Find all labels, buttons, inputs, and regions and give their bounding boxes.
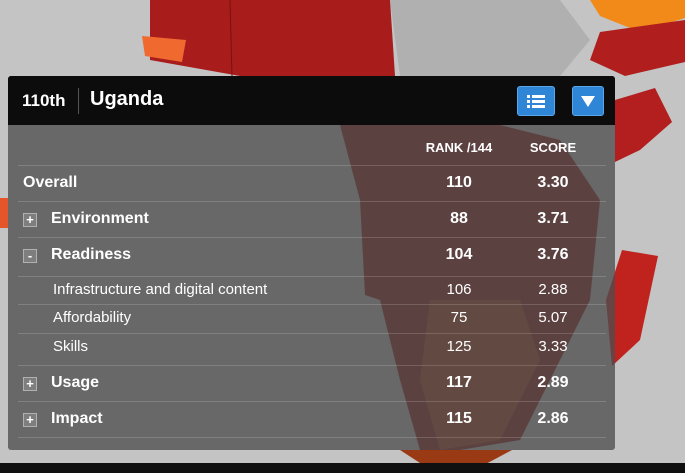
row-label[interactable]: Usage <box>51 374 100 391</box>
panel-header: 110th Uganda <box>8 76 615 125</box>
score-value: 3.30 <box>537 174 569 191</box>
expand-toggle[interactable]: + <box>23 377 37 391</box>
row-separator <box>18 365 606 366</box>
country-rank: 110th <box>22 91 66 110</box>
rank-value: 125 <box>446 338 472 355</box>
score-value: 3.33 <box>538 338 568 355</box>
expand-toggle[interactable]: + <box>23 213 37 227</box>
score-value: 2.89 <box>537 374 569 391</box>
row-label[interactable]: Environment <box>51 210 149 227</box>
row-separator <box>18 165 606 166</box>
rank-value: 88 <box>450 210 468 227</box>
score-value: 2.88 <box>538 281 568 298</box>
rank-value: 106 <box>446 281 472 298</box>
score-value: 3.76 <box>537 246 569 263</box>
column-header: RANK /144 <box>425 140 493 155</box>
row-label: Infrastructure and digital content <box>53 281 268 298</box>
row-label[interactable]: Readiness <box>51 246 132 263</box>
rank-value: 75 <box>450 309 468 326</box>
list-button[interactable] <box>517 86 555 116</box>
rank-value: 104 <box>445 246 473 263</box>
row-separator <box>18 304 606 305</box>
country-name: Uganda <box>90 88 164 110</box>
expand-toggle[interactable]: + <box>23 413 37 427</box>
list-icon <box>527 95 545 108</box>
rank-value: 117 <box>446 374 472 391</box>
row-separator <box>18 437 606 438</box>
row-separator <box>18 237 606 238</box>
row-separator <box>18 201 606 202</box>
dropdown-icon <box>581 96 595 107</box>
dropdown-button[interactable] <box>572 86 604 116</box>
row-label: Overall <box>23 174 78 191</box>
row-label: Skills <box>53 338 89 355</box>
rank-value: 115 <box>446 410 472 427</box>
column-header: SCORE <box>529 140 577 155</box>
row-separator <box>18 276 606 277</box>
row-separator <box>18 333 606 334</box>
row-label[interactable]: Impact <box>51 410 103 427</box>
divider <box>78 88 79 114</box>
row-separator <box>18 401 606 402</box>
score-value: 3.71 <box>537 210 569 227</box>
rank-value: 110 <box>446 174 472 191</box>
country-panel: 110th Uganda RANK /144 SCORE Overall 110 3.3… <box>8 76 615 450</box>
score-value: 5.07 <box>538 309 568 326</box>
expand-toggle[interactable]: - <box>23 249 37 263</box>
row-label: Affordability <box>53 309 132 326</box>
score-value: 2.86 <box>537 410 569 427</box>
